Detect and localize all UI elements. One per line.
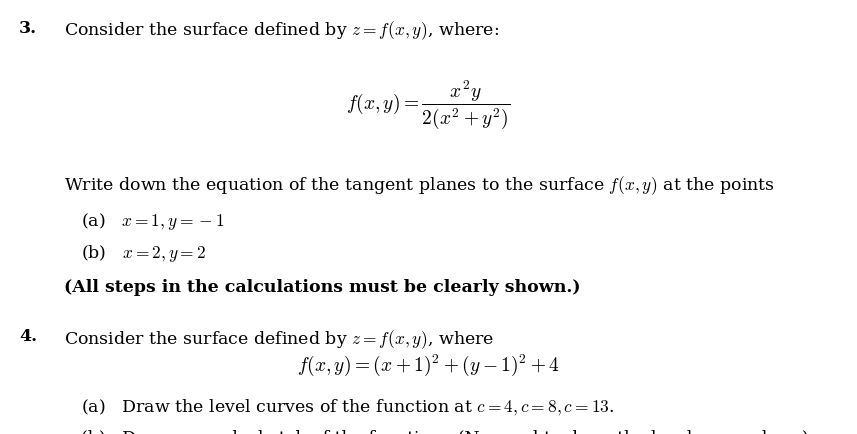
Text: $f(x,y) = \dfrac{x^2 y}{2(x^2 + y^2)}$: $f(x,y) = \dfrac{x^2 y}{2(x^2 + y^2)}$ — [346, 78, 511, 131]
Text: 4.: 4. — [19, 328, 37, 345]
Text: Consider the surface defined by $z = f(x, y)$, where:: Consider the surface defined by $z = f(x… — [64, 20, 500, 42]
Text: (All steps in the calculations must be clearly shown.): (All steps in the calculations must be c… — [64, 279, 581, 296]
Text: $f(x,y) = (x+1)^2 + (y-1)^2 + 4$: $f(x,y) = (x+1)^2 + (y-1)^2 + 4$ — [297, 352, 560, 377]
Text: 3.: 3. — [19, 20, 37, 36]
Text: Write down the equation of the tangent planes to the surface $f(x, y)$ at the po: Write down the equation of the tangent p… — [64, 174, 776, 196]
Text: (a)   Draw the level curves of the function at $c = 4, c = 8, c = 13$.: (a) Draw the level curves of the functio… — [81, 397, 614, 417]
Text: (b)   Draw a rough sketch of the function.  (No need to draw the level curves he: (b) Draw a rough sketch of the function.… — [81, 429, 809, 434]
Text: (a)   $x = 1, y = -1$: (a) $x = 1, y = -1$ — [81, 210, 225, 231]
Text: (b)   $x = 2, y = 2$: (b) $x = 2, y = 2$ — [81, 242, 207, 263]
Text: Consider the surface defined by $z = f(x, y)$, where: Consider the surface defined by $z = f(x… — [64, 328, 494, 350]
